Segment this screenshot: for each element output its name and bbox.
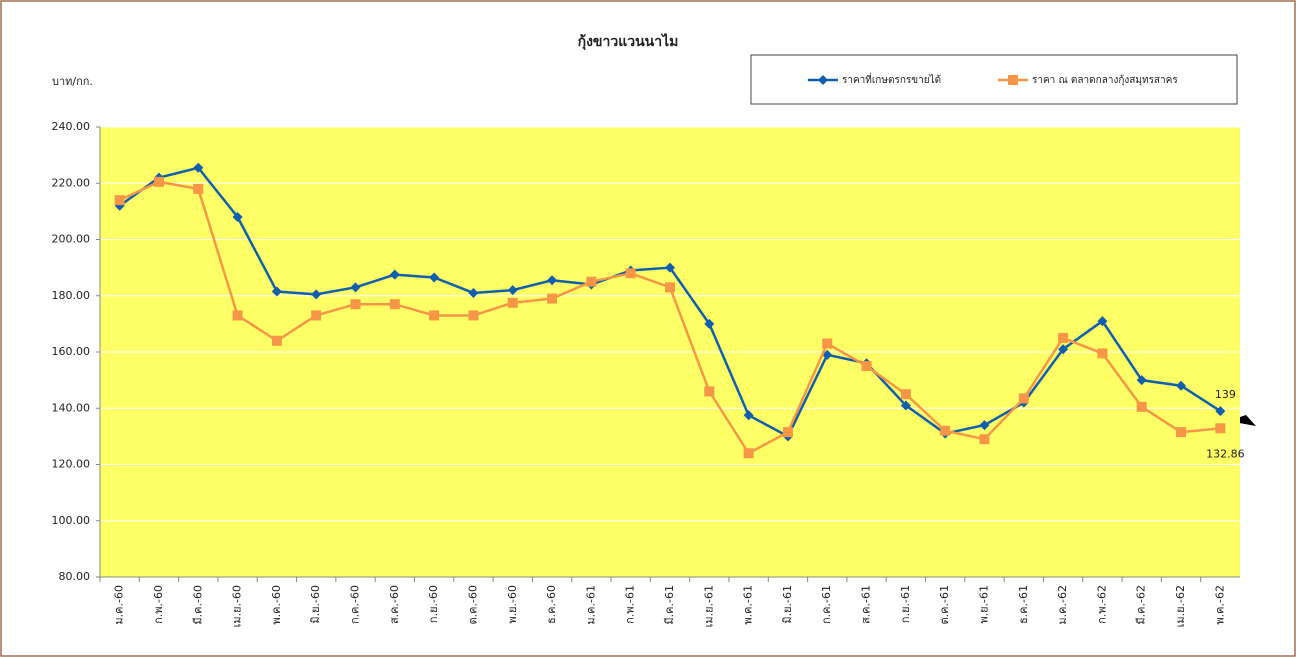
x-tick-label: ต.ค.-61	[938, 585, 951, 624]
data-point	[979, 420, 990, 431]
x-tick-label: ก.พ.-61	[624, 585, 637, 624]
data-label: 139	[1215, 388, 1236, 401]
data-point	[743, 448, 754, 459]
data-point	[782, 427, 793, 438]
data-point	[468, 310, 479, 321]
x-tick-label: ก.ค.-60	[349, 585, 362, 624]
data-point	[665, 262, 675, 273]
x-tick-label: มิ.ย.-61	[781, 585, 794, 624]
x-tick-label: ธ.ค.-60	[545, 585, 558, 624]
x-tick-label: มี.ค.-62	[1135, 585, 1148, 625]
y-tick-label: 240.00	[52, 120, 91, 133]
data-point	[861, 361, 872, 372]
data-label: 132.86	[1206, 447, 1245, 460]
x-tick-label: ธ.ค.-61	[1017, 585, 1030, 624]
x-tick-label: มิ.ย.-60	[309, 585, 322, 624]
data-point	[1136, 375, 1147, 386]
data-point	[547, 275, 558, 286]
x-tick-label: มี.ค.-61	[663, 585, 676, 625]
data-point	[625, 268, 636, 279]
x-tick-label: พ.ค.-62	[1213, 585, 1226, 625]
data-point	[743, 410, 754, 421]
x-tick-label: ก.พ.-60	[152, 585, 165, 624]
data-point	[311, 310, 322, 321]
data-point	[822, 338, 833, 349]
x-tick-label: พ.ค.-61	[742, 585, 755, 625]
y-axis-label: บาท/กก.	[52, 75, 93, 88]
data-point	[1058, 344, 1069, 355]
data-point	[1215, 423, 1226, 434]
x-tick-label: มี.ค.-60	[191, 585, 204, 625]
data-point	[153, 176, 164, 187]
x-tick-label: ก.ย.-61	[899, 585, 912, 623]
data-point	[232, 212, 243, 222]
x-tick-label: ม.ค.-62	[1056, 585, 1069, 625]
y-tick-label: 80.00	[59, 570, 91, 583]
data-point	[979, 434, 990, 445]
chart-title: กุ้งขาวแวนนาไม	[578, 32, 679, 50]
data-point	[429, 310, 440, 321]
x-tick-label: ม.ค.-60	[113, 585, 126, 625]
data-point	[940, 425, 951, 436]
x-tick-label: พ.ค.-60	[270, 585, 283, 625]
x-tick-label: ก.ย.-60	[427, 585, 440, 623]
data-point	[1097, 348, 1108, 359]
data-point	[704, 386, 715, 397]
data-point	[232, 310, 243, 321]
x-tick-label: เม.ย.-62	[1174, 585, 1187, 627]
legend-label: ราคา ณ ตลาดกลางกุ้งสมุทรสาคร	[1032, 74, 1178, 86]
x-tick-label: เม.ย.-60	[231, 585, 244, 627]
y-tick-label: 200.00	[52, 233, 91, 246]
data-point	[900, 400, 911, 411]
x-tick-label: ต.ค.-60	[466, 585, 479, 624]
data-point	[193, 183, 204, 194]
data-point	[350, 299, 361, 310]
x-tick-label: ก.ค.-61	[820, 585, 833, 624]
x-tick-label: ส.ค.-61	[860, 585, 873, 624]
data-point	[468, 287, 479, 298]
data-point	[1097, 316, 1108, 327]
data-point	[271, 335, 282, 346]
arrow-icon	[1228, 415, 1256, 426]
x-tick-label: ส.ค.-60	[388, 585, 401, 624]
data-point	[900, 389, 911, 400]
data-point	[547, 293, 558, 304]
data-point	[311, 289, 322, 300]
data-point	[822, 349, 833, 360]
data-point	[507, 285, 518, 296]
y-tick-label: 180.00	[52, 289, 91, 302]
data-point	[389, 269, 400, 280]
x-tick-label: พ.ย.-61	[977, 585, 990, 624]
y-tick-label: 100.00	[52, 514, 91, 527]
legend-marker	[1008, 75, 1018, 85]
legend-marker	[818, 75, 828, 85]
data-point	[586, 276, 597, 287]
y-tick-label: 140.00	[52, 401, 91, 414]
data-point	[665, 282, 675, 293]
data-point	[1136, 401, 1147, 412]
legend-label: ราคาที่เกษตรกรขายได้	[842, 72, 941, 86]
data-point	[429, 272, 440, 283]
x-tick-label: พ.ย.-60	[506, 585, 519, 624]
data-point	[507, 297, 518, 308]
data-point	[1058, 332, 1069, 343]
data-point	[704, 318, 715, 329]
y-tick-label: 120.00	[52, 458, 91, 471]
data-point	[193, 162, 204, 173]
data-point	[1176, 427, 1187, 438]
data-point	[1018, 393, 1029, 404]
data-point	[389, 299, 400, 310]
data-point	[350, 282, 361, 293]
y-tick-label: 220.00	[52, 176, 91, 189]
data-point	[1215, 406, 1226, 417]
data-point	[271, 286, 282, 297]
x-tick-label: ก.พ.-62	[1095, 585, 1108, 624]
x-tick-label: เม.ย.-61	[702, 585, 715, 627]
data-point	[114, 195, 125, 206]
x-tick-label: ม.ค.-61	[584, 585, 597, 625]
y-tick-label: 160.00	[52, 345, 91, 358]
data-point	[1176, 380, 1187, 391]
